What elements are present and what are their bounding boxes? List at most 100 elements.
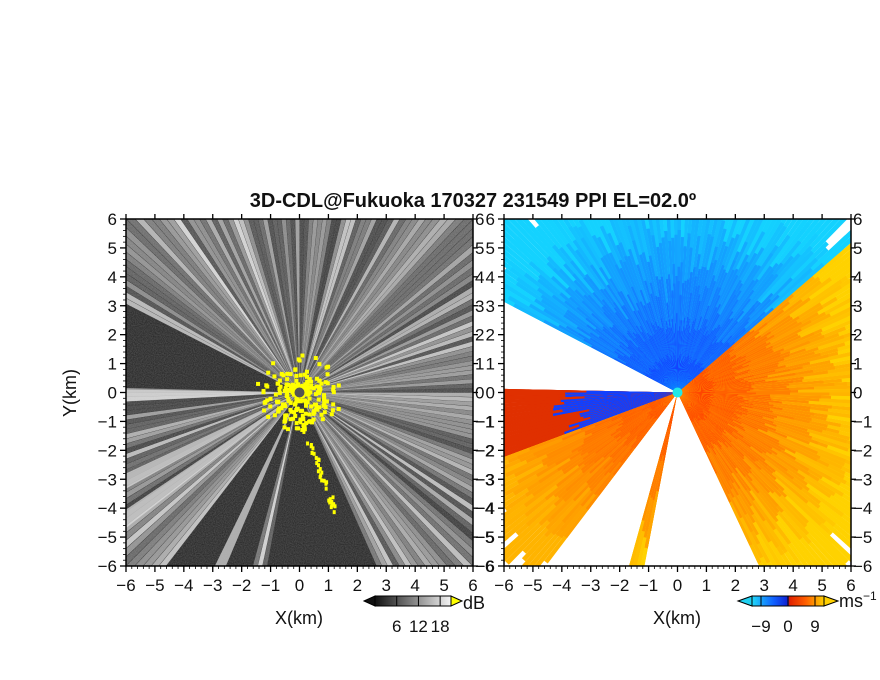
y-tick-label: 6 — [475, 210, 484, 229]
colorbar-tick-label: 12 — [409, 617, 428, 636]
velocity-ray — [677, 392, 708, 417]
velocity-ray — [677, 363, 695, 393]
x-tick-label: −4 — [552, 576, 571, 595]
clutter-pixel — [284, 393, 289, 398]
velocity-ray — [677, 380, 708, 393]
y-tick-label: −5 — [98, 528, 117, 547]
y-tick-label: −6 — [475, 557, 494, 576]
velocity-ray — [677, 373, 708, 393]
velocity-ray — [677, 391, 715, 393]
clutter-pixel — [331, 390, 336, 395]
velocity-ray — [677, 372, 701, 393]
clutter-pixel — [320, 478, 324, 483]
clutter-pixel — [284, 389, 289, 394]
velocity-ray — [673, 355, 678, 393]
velocity-ray — [639, 392, 678, 399]
colorbar-unit: dB — [463, 593, 485, 613]
clutter-pixel — [279, 371, 284, 376]
clutter-pixel — [286, 427, 291, 432]
velocity-ray — [677, 381, 715, 393]
x-tick-label: 0 — [295, 576, 304, 595]
velocity-ray — [657, 363, 678, 393]
db-colorbar: 6 12 18 dB — [362, 593, 485, 636]
velocity-ray — [645, 392, 678, 406]
velocity-ray — [677, 392, 706, 421]
clutter-pixel — [305, 380, 310, 385]
velocity-ray — [658, 360, 678, 393]
velocity-ray — [677, 362, 681, 393]
velocity-ray — [677, 392, 705, 418]
clutter-pixel — [294, 397, 299, 402]
y-tick-label: −5 — [853, 528, 872, 547]
clutter-pixel — [336, 383, 341, 388]
clutter-pixel — [317, 458, 321, 463]
velocity-ray — [654, 368, 678, 393]
x-tick-label: 3 — [382, 576, 391, 595]
clutter-pixel — [303, 390, 308, 395]
velocity-ray — [677, 386, 714, 393]
clutter-pixel — [276, 407, 281, 412]
velocity-ray — [650, 375, 678, 393]
velocity-ray — [677, 392, 705, 417]
y-tick-label: 5 — [853, 239, 862, 258]
clutter-pixel — [303, 403, 308, 408]
velocity-ray — [668, 392, 678, 427]
clutter-pixel — [283, 417, 288, 422]
velocity-ray — [677, 370, 704, 393]
velocity-ray — [638, 392, 678, 397]
clutter-pixel — [308, 379, 313, 384]
y-tick-label: 5 — [475, 239, 484, 258]
clutter-pixel — [316, 463, 320, 468]
y-tick-label: 5 — [486, 239, 495, 258]
clutter-pixel — [273, 392, 278, 397]
velocity-ray — [677, 363, 689, 393]
y-tick-label: 0 — [108, 384, 117, 403]
clutter-pixel — [309, 404, 314, 409]
clutter-pixel — [289, 388, 294, 393]
clutter-pixel — [315, 461, 319, 466]
clutter-pixel — [286, 382, 291, 387]
velocity-ray — [648, 392, 678, 414]
velocity-ray — [677, 392, 711, 406]
clutter-pixel — [303, 400, 308, 405]
clutter-pixel — [275, 399, 280, 404]
velocity-ray — [677, 392, 700, 421]
velocity-ray — [677, 392, 710, 399]
x-tick-label: 4 — [410, 576, 419, 595]
clutter-pixel — [324, 399, 329, 404]
velocity-ray — [677, 392, 695, 420]
y-tick-label: −3 — [475, 470, 494, 489]
clutter-pixel — [332, 510, 336, 515]
velocity-colorbar: −9 0 9 ms−1 — [736, 589, 877, 636]
clutter-pixel — [308, 390, 313, 395]
x-tick-label: 2 — [731, 576, 740, 595]
clutter-pixel — [300, 353, 305, 358]
velocity-ray — [677, 377, 705, 393]
velocity-ray — [677, 389, 713, 393]
y-tick-label: 3 — [475, 297, 484, 316]
clutter-pixel — [299, 420, 303, 425]
radar-site-marker — [294, 387, 305, 398]
velocity-ray — [652, 373, 678, 393]
velocity-ray — [648, 392, 678, 404]
velocity-ray — [677, 361, 684, 393]
clutter-pixel — [288, 407, 293, 412]
clutter-pixel — [298, 373, 303, 378]
clutter-pixel — [303, 425, 307, 430]
velocity-ray — [677, 366, 703, 393]
clutter-pixel — [329, 412, 334, 417]
velocity-ray — [677, 368, 708, 393]
clutter-pixel — [302, 372, 307, 377]
velocity-ray — [677, 392, 695, 421]
velocity-rays — [504, 219, 851, 566]
velocity-ray — [655, 392, 678, 416]
velocity-ray — [664, 358, 678, 393]
y-tick-label: 1 — [853, 355, 862, 374]
velocity-ray — [666, 359, 678, 393]
velocity-ray — [677, 392, 707, 405]
velocity-ray — [677, 371, 706, 393]
velocity-ray — [656, 369, 678, 393]
clutter-pixel — [293, 367, 298, 372]
velocity-ray — [677, 392, 703, 420]
velocity-ray — [677, 392, 711, 408]
